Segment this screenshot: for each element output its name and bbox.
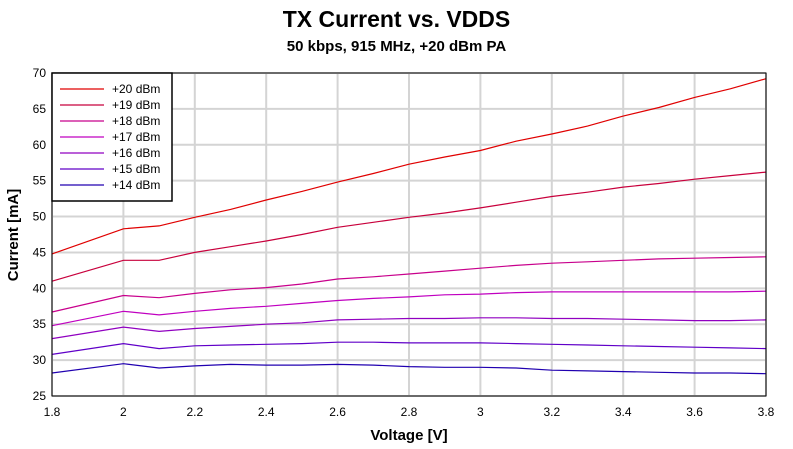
y-tick-label: 65: [33, 102, 47, 116]
x-tick-label: 3.6: [686, 405, 703, 419]
plot-frame: [51, 72, 767, 397]
legend-label-3: +17 dBm: [112, 130, 160, 144]
x-tick-label: 1.8: [44, 405, 61, 419]
x-tick-label: 2.2: [186, 405, 203, 419]
series-line-4: [51, 317, 767, 340]
series-line-2: [51, 256, 767, 313]
x-tick-label: 3.4: [615, 405, 632, 419]
series-line-3: [51, 290, 767, 327]
legend-label-0: +20 dBm: [112, 82, 160, 96]
x-tick-label: 2.8: [401, 405, 418, 419]
chart-title: TX Current vs. VDDS: [282, 6, 511, 32]
y-tick-label: 40: [33, 281, 47, 295]
legend-label-2: +18 dBm: [112, 114, 160, 128]
y-tick-label: 45: [33, 245, 47, 259]
series-line-5: [51, 341, 767, 355]
y-tick-label: 50: [33, 210, 47, 224]
x-axis-ticks: 1.8 2 2.2 2.4 2.6 2.8 3 3.2 3.4 3.6 3.8: [44, 405, 775, 419]
x-tick-label: 3.2: [543, 405, 560, 419]
y-axis-label: Current [mA]: [5, 189, 22, 282]
series-line-6: [51, 363, 767, 375]
y-tick-label: 35: [33, 317, 47, 331]
legend-label-1: +19 dBm: [112, 98, 160, 112]
legend-label-5: +15 dBm: [112, 162, 160, 176]
chart-subtitle: 50 kbps, 915 MHz, +20 dBm PA: [286, 38, 507, 55]
legend: +20 dBm +19 dBm +18 dBm +17 dBm +16 dBm +15 d…: [51, 72, 173, 202]
x-tick-label: 2.6: [329, 405, 346, 419]
y-tick-label: 55: [33, 174, 47, 188]
y-axis-ticks: 25 30 35 40 45 50 55 60 65 70: [33, 66, 47, 403]
y-tick-label: 70: [33, 66, 47, 80]
x-tick-label: 3.8: [758, 405, 775, 419]
y-tick-label: 30: [33, 353, 47, 367]
x-axis-label: Voltage [V]: [370, 427, 447, 444]
series-layer: [51, 78, 767, 375]
series-line-1: [51, 171, 767, 282]
x-tick-label: 3: [477, 405, 484, 419]
y-tick-label: 60: [33, 138, 47, 152]
y-tick-label: 25: [33, 389, 47, 403]
series-line-0: [51, 78, 767, 255]
plot-border: [51, 72, 767, 397]
legend-label-4: +16 dBm: [112, 146, 160, 160]
x-tick-label: 2: [120, 405, 127, 419]
x-tick-label: 2.4: [258, 405, 275, 419]
legend-label-6: +14 dBm: [112, 178, 160, 192]
